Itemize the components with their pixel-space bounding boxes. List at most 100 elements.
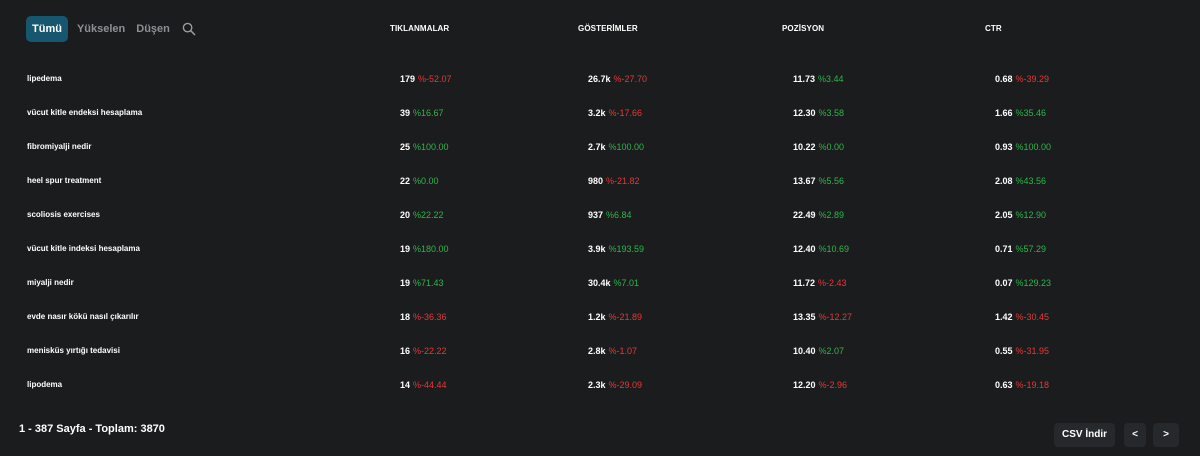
keyword-cell[interactable]: heel spur treatment: [27, 176, 102, 185]
position-cell: 10.22 %0.00: [793, 141, 844, 153]
impressions-value: 2.7k: [588, 142, 606, 152]
clicks-cell: 25 %100.00: [400, 141, 449, 153]
ctr-cell: 0.71 %57.29: [995, 243, 1046, 255]
impressions-cell: 2.7k %100.00: [588, 141, 644, 153]
ctr-value: 0.71: [995, 244, 1013, 254]
clicks-value: 22: [400, 176, 411, 186]
impressions-change: %-21.89: [608, 312, 643, 322]
filter-rising-tab[interactable]: Yükselen: [76, 23, 126, 35]
ctr-value: 2.08: [995, 176, 1013, 186]
clicks-change: %-44.44: [413, 380, 447, 390]
ctr-change: %-19.18: [1015, 380, 1050, 390]
impressions-value: 1.2k: [588, 312, 606, 322]
impressions-change: %193.59: [608, 244, 645, 254]
keyword-cell[interactable]: vücut kitle endeksi hesaplama: [27, 108, 143, 117]
column-header-impressions[interactable]: GÖSTERİMLER: [578, 24, 638, 33]
keyword-cell[interactable]: scoliosis exercises: [27, 210, 100, 219]
impressions-cell: 937 %6.84: [588, 209, 632, 221]
table-row[interactable]: scoliosis exercises 20 %22.22 937 %6.84 22.49…: [0, 209, 1200, 243]
keyword-cell[interactable]: vücut kitle indeksi hesaplama: [27, 244, 140, 253]
csv-download-button[interactable]: CSV İndir: [1054, 423, 1115, 447]
clicks-cell: 14 %-44.44: [400, 379, 447, 391]
position-cell: 12.20 %-2.96: [793, 379, 847, 391]
clicks-change: %16.67: [413, 108, 444, 118]
position-cell: 10.40 %2.07: [793, 345, 844, 357]
ctr-change: %-30.45: [1015, 312, 1050, 322]
position-value: 11.73: [793, 74, 816, 84]
table-row[interactable]: heel spur treatment 22 %0.00 980 %-21.82 13.6…: [0, 175, 1200, 209]
clicks-cell: 22 %0.00: [400, 175, 439, 187]
clicks-value: 19: [400, 278, 411, 288]
clicks-value: 16: [400, 346, 411, 356]
impressions-cell: 980 %-21.82: [588, 175, 640, 187]
table-row[interactable]: evde nasır kökü nasıl çıkarılır 18 %-36.36…: [0, 311, 1200, 345]
ctr-change: %-39.29: [1015, 74, 1050, 84]
search-icon[interactable]: [182, 22, 196, 36]
impressions-cell: 1.2k %-21.89: [588, 311, 642, 323]
impressions-change: %6.84: [606, 210, 632, 220]
table-row[interactable]: vücut kitle endeksi hesaplama 39 %16.67 3.2…: [0, 107, 1200, 141]
ctr-change: %57.29: [1015, 244, 1047, 254]
clicks-cell: 19 %71.43: [400, 277, 444, 289]
ctr-value: 0.93: [995, 142, 1013, 152]
clicks-change: %-36.36: [413, 312, 447, 322]
position-value: 11.72: [793, 278, 816, 288]
impressions-cell: 3.9k %193.59: [588, 243, 644, 255]
position-change: %-12.27: [818, 312, 853, 322]
keyword-cell[interactable]: lipodema: [27, 380, 63, 389]
clicks-change: %22.22: [413, 210, 444, 220]
clicks-cell: 39 %16.67: [400, 107, 444, 119]
ctr-value: 0.55: [995, 346, 1013, 356]
ctr-cell: 2.05 %12.90: [995, 209, 1046, 221]
next-page-button[interactable]: >: [1153, 423, 1179, 447]
table-row[interactable]: vücut kitle indeksi hesaplama 19 %180.00 3.…: [0, 243, 1200, 277]
impressions-cell: 26.7k %-27.70: [588, 73, 647, 85]
table-row[interactable]: menisküs yırtığı tedavisi 16 %-22.22 2.8k %-…: [0, 345, 1200, 379]
prev-page-button[interactable]: <: [1124, 423, 1146, 447]
position-value: 10.22: [793, 142, 816, 152]
column-header-position[interactable]: POZİSYON: [782, 24, 825, 33]
clicks-value: 179: [400, 74, 416, 84]
impressions-value: 30.4k: [588, 278, 611, 288]
filter-bar: Tümü Yükselen Düşen: [26, 16, 196, 42]
position-change: %0.00: [818, 142, 845, 152]
clicks-value: 18: [400, 312, 411, 322]
impressions-value: 3.2k: [588, 108, 606, 118]
position-cell: 11.72 %-2.43: [793, 277, 847, 289]
ctr-value: 0.63: [995, 380, 1013, 390]
clicks-change: %0.00: [413, 176, 439, 186]
keyword-cell[interactable]: menisküs yırtığı tedavisi: [27, 346, 120, 355]
table-row[interactable]: lipodema 14 %-44.44 2.3k %-29.09 12.20 %-2.96 0…: [0, 379, 1200, 413]
impressions-change: %-21.82: [606, 176, 640, 186]
table-row[interactable]: fibromiyalji nedir 25 %100.00 2.7k %100.00 10…: [0, 141, 1200, 175]
column-header-clicks[interactable]: TIKLANMALAR: [390, 24, 450, 33]
ctr-change: %-31.95: [1015, 346, 1050, 356]
clicks-change: %71.43: [413, 278, 444, 288]
impressions-cell: 30.4k %7.01: [588, 277, 639, 289]
position-value: 12.20: [793, 380, 816, 390]
ctr-cell: 0.93 %100.00: [995, 141, 1051, 153]
column-header-ctr[interactable]: CTR: [985, 24, 1002, 33]
ctr-change: %100.00: [1015, 142, 1052, 152]
keyword-cell[interactable]: evde nasır kökü nasıl çıkarılır: [27, 312, 139, 321]
impressions-change: %7.01: [613, 278, 640, 288]
impressions-change: %-29.09: [608, 380, 643, 390]
filter-all-tab[interactable]: Tümü: [26, 16, 68, 42]
pagination-info: 1 - 387 Sayfa - Toplam: 3870: [19, 423, 165, 435]
ctr-change: %43.56: [1015, 176, 1047, 186]
keyword-cell[interactable]: fibromiyalji nedir: [27, 142, 92, 151]
position-cell: 13.67 %5.56: [793, 175, 844, 187]
impressions-change: %-1.07: [608, 346, 638, 356]
ctr-cell: 0.07 %129.23: [995, 277, 1051, 289]
filter-falling-tab[interactable]: Düşen: [136, 23, 170, 35]
ctr-value: 1.42: [995, 312, 1013, 322]
table-row[interactable]: lipedema 179 %-52.07 26.7k %-27.70 11.73 %3.44…: [0, 73, 1200, 107]
keyword-cell[interactable]: miyalji nedir: [27, 278, 74, 287]
position-value: 10.40: [793, 346, 816, 356]
ctr-value: 1.66: [995, 108, 1013, 118]
table-row[interactable]: miyalji nedir 19 %71.43 30.4k %7.01 11.72 %-2.…: [0, 277, 1200, 311]
position-cell: 12.40 %10.69: [793, 243, 849, 255]
keyword-cell[interactable]: lipedema: [27, 74, 62, 83]
ctr-change: %35.46: [1015, 108, 1047, 118]
position-value: 12.30: [793, 108, 816, 118]
